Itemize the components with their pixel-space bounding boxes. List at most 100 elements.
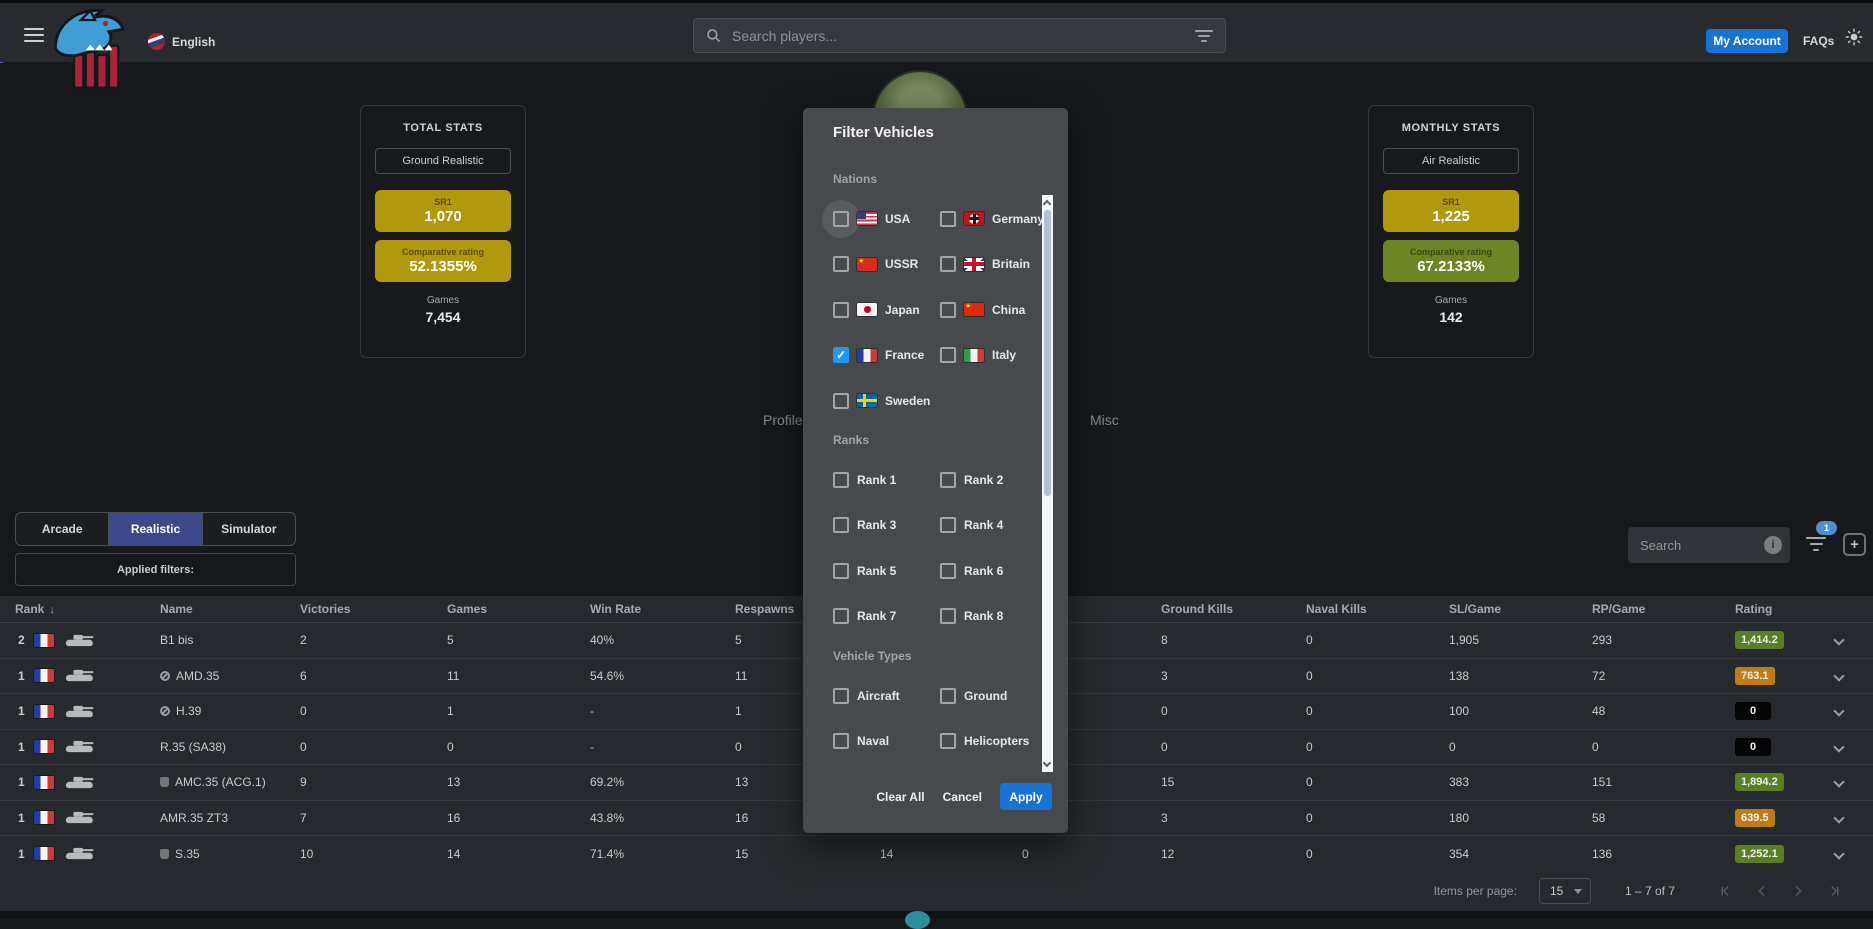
checkbox-unchecked[interactable] xyxy=(940,256,956,273)
info-icon[interactable]: i xyxy=(1764,536,1782,554)
last-page-button[interactable] xyxy=(1823,880,1845,902)
checkbox-unchecked[interactable] xyxy=(940,210,956,227)
checkbox-unchecked[interactable] xyxy=(940,608,956,625)
checkbox-unchecked[interactable] xyxy=(833,733,849,750)
checkbox-option-aircraft[interactable]: Aircraft xyxy=(833,673,940,719)
dialog-scrollbar[interactable] xyxy=(1042,195,1053,772)
checkbox-unchecked[interactable] xyxy=(940,562,956,579)
scroll-up-icon[interactable] xyxy=(1042,199,1052,209)
checkbox-option-rank-6[interactable]: Rank 6 xyxy=(940,548,1047,594)
checkbox-unchecked[interactable] xyxy=(940,347,956,364)
checkbox-option-china[interactable]: China xyxy=(940,287,1047,333)
checkbox-option-sweden[interactable]: Sweden xyxy=(833,378,940,424)
checkbox-unchecked[interactable] xyxy=(833,562,849,579)
checkbox-option-rank-3[interactable]: Rank 3 xyxy=(833,503,940,549)
vehicle-search-field[interactable]: i xyxy=(1628,527,1790,563)
checkbox-option-italy[interactable]: Italy xyxy=(940,333,1047,379)
scrollbar-thumb[interactable] xyxy=(1044,210,1051,496)
chevron-down-icon xyxy=(1833,670,1845,682)
vehicle-search-input[interactable] xyxy=(1640,537,1764,553)
expand-row-button[interactable] xyxy=(1833,740,1873,754)
checkbox-option-japan[interactable]: Japan xyxy=(833,287,940,333)
checkbox-option-usa[interactable]: USA xyxy=(822,196,940,242)
checkbox-option-rank-7[interactable]: Rank 7 xyxy=(833,594,940,640)
checkbox-option-rank-4[interactable]: Rank 4 xyxy=(940,503,1047,549)
checkbox-option-rank-1[interactable]: Rank 1 xyxy=(833,457,940,503)
tab-arcade[interactable]: Arcade xyxy=(16,513,110,545)
checkbox-unchecked[interactable] xyxy=(833,392,849,409)
previous-page-button[interactable] xyxy=(1751,880,1773,902)
site-logo-shark[interactable] xyxy=(50,6,126,90)
checkbox-unchecked[interactable] xyxy=(833,210,849,227)
rating-cell: 763.1 xyxy=(1735,666,1835,685)
checkbox-option-rank-5[interactable]: Rank 5 xyxy=(833,548,940,594)
column-header-sl-game[interactable]: SL/Game xyxy=(1449,602,1592,616)
next-page-button[interactable] xyxy=(1787,880,1809,902)
expand-row-button[interactable] xyxy=(1833,775,1873,789)
name-cell: AMD.35 xyxy=(160,669,300,683)
checkbox-unchecked[interactable] xyxy=(940,471,956,488)
column-header-name[interactable]: Name xyxy=(160,602,300,616)
expand-row-button[interactable] xyxy=(1833,669,1873,683)
table-row[interactable]: 1 AMR.35 ZT3 7 16 43.8% 16 3 0 180 58 639.5 xyxy=(0,801,1873,836)
checkbox-unchecked[interactable] xyxy=(833,256,849,273)
faqs-link[interactable]: FAQs xyxy=(1803,34,1835,48)
tab-realistic[interactable]: Realistic xyxy=(109,513,203,545)
column-header-ground-kills[interactable]: Ground Kills xyxy=(1161,602,1306,616)
checkbox-unchecked[interactable] xyxy=(940,301,956,318)
column-header-naval-kills[interactable]: Naval Kills xyxy=(1306,602,1449,616)
checkbox-unchecked[interactable] xyxy=(833,471,849,488)
checkbox-unchecked[interactable] xyxy=(833,687,849,704)
tab-profile[interactable]: Profile xyxy=(763,412,803,428)
expand-row-button[interactable] xyxy=(1833,633,1873,647)
apply-button[interactable]: Apply xyxy=(1000,783,1052,810)
open-filter-dialog-icon[interactable] xyxy=(1806,537,1826,551)
checkbox-unchecked[interactable] xyxy=(940,517,956,534)
column-header-respawns[interactable]: Respawns xyxy=(735,602,880,616)
checkbox-unchecked[interactable] xyxy=(833,517,849,534)
language-selector[interactable]: English xyxy=(148,33,215,50)
checkbox-option-germany[interactable]: Germany xyxy=(940,196,1047,242)
checkbox-option-helicopters[interactable]: Helicopters xyxy=(940,719,1047,765)
checkbox-option-ground[interactable]: Ground xyxy=(940,673,1047,719)
checkbox-option-france[interactable]: ✓ France xyxy=(833,333,940,379)
checkbox-unchecked[interactable] xyxy=(940,733,956,750)
checkbox-unchecked[interactable] xyxy=(833,608,849,625)
checkbox-option-rank-2[interactable]: Rank 2 xyxy=(940,457,1047,503)
theme-toggle-icon[interactable] xyxy=(1845,28,1863,46)
tab-simulator[interactable]: Simulator xyxy=(221,522,277,536)
total-stats-mode-select[interactable]: Ground Realistic xyxy=(375,148,511,174)
checkbox-unchecked[interactable] xyxy=(940,687,956,704)
my-account-button[interactable]: My Account xyxy=(1706,29,1788,53)
items-per-page-select[interactable]: 15 xyxy=(1538,878,1591,904)
cancel-button[interactable]: Cancel xyxy=(942,789,982,804)
chevron-down-icon xyxy=(1833,634,1845,646)
checkbox-option-britain[interactable]: Britain xyxy=(940,242,1047,288)
checkbox-unchecked[interactable] xyxy=(833,301,849,318)
tab-misc[interactable]: Misc xyxy=(1090,412,1119,428)
add-comparison-button[interactable]: + xyxy=(1843,533,1866,556)
column-header-win-rate[interactable]: Win Rate xyxy=(590,602,735,616)
first-page-button[interactable] xyxy=(1715,880,1737,902)
monthly-stats-mode-select[interactable]: Air Realistic xyxy=(1383,148,1519,174)
menu-icon[interactable] xyxy=(24,28,44,42)
expand-row-button[interactable] xyxy=(1833,811,1873,825)
expand-row-button[interactable] xyxy=(1833,704,1873,718)
column-header-rating[interactable]: Rating xyxy=(1735,602,1835,616)
table-row[interactable]: 1 S.35 10 14 71.4% 15 14 0 12 0 354 136 1,252.1 xyxy=(0,836,1873,872)
player-search-bar[interactable] xyxy=(693,18,1226,53)
checkbox-option-ussr[interactable]: USSR xyxy=(833,242,940,288)
player-search-input[interactable] xyxy=(732,27,1195,44)
column-header-victories[interactable]: Victories xyxy=(300,602,447,616)
china-flag-icon xyxy=(964,303,984,317)
expand-row-button[interactable] xyxy=(1833,847,1873,861)
checkbox-option-naval[interactable]: Naval xyxy=(833,719,940,765)
checkbox-option-rank-8[interactable]: Rank 8 xyxy=(940,594,1047,640)
clear-all-button[interactable]: Clear All xyxy=(876,789,925,804)
column-header-games[interactable]: Games xyxy=(447,602,590,616)
column-header-rp-game[interactable]: RP/Game xyxy=(1592,602,1735,616)
column-header-rank[interactable]: Rank ↓ xyxy=(15,602,160,616)
search-filter-icon[interactable] xyxy=(1195,29,1213,42)
scroll-down-icon[interactable] xyxy=(1042,758,1052,768)
checkbox-checked[interactable]: ✓ xyxy=(833,347,849,364)
